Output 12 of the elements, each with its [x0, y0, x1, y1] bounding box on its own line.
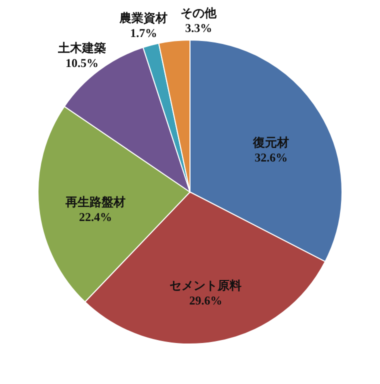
data-label: 1.7%	[130, 26, 158, 40]
slice-label: 再生路盤材	[64, 194, 126, 209]
slice-label: セメント原料	[170, 278, 242, 293]
data-label: 32.6%	[254, 150, 288, 165]
slice-label: 土木建築	[57, 40, 106, 55]
data-label: 10.5%	[66, 56, 99, 70]
data-label: 3.3%	[185, 20, 212, 35]
slice-label: 農業資材	[118, 11, 168, 26]
data-label: 22.4%	[79, 210, 112, 224]
data-label: 29.6%	[189, 294, 222, 308]
slice-label: 復元材	[252, 136, 290, 150]
slice-label: その他	[180, 6, 218, 20]
